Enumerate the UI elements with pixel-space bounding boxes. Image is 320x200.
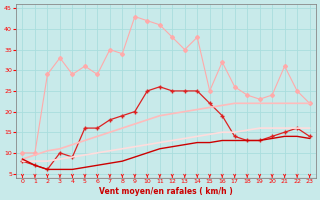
X-axis label: Vent moyen/en rafales ( km/h ): Vent moyen/en rafales ( km/h ) [99,187,233,196]
